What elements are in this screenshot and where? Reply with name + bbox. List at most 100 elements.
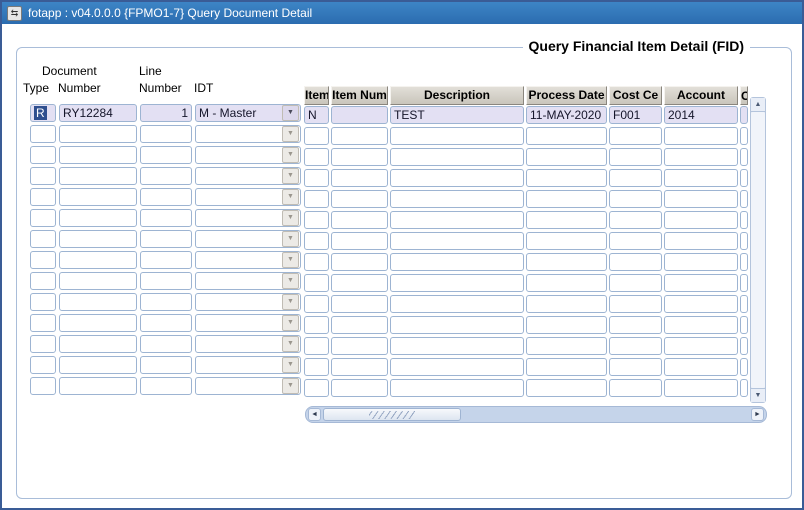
- scroll-down-icon[interactable]: ▼: [751, 388, 765, 402]
- cost-center-field[interactable]: [609, 379, 662, 397]
- horizontal-scrollbar-thumb[interactable]: [323, 408, 461, 421]
- description-field[interactable]: [390, 379, 524, 397]
- line-number-field[interactable]: [140, 209, 192, 227]
- doc-type-field[interactable]: [30, 356, 56, 374]
- chevron-down-icon[interactable]: ▼: [282, 210, 299, 226]
- partial-field[interactable]: [740, 358, 748, 376]
- cost-center-field[interactable]: [609, 148, 662, 166]
- line-number-field[interactable]: [140, 335, 192, 353]
- process-date-field[interactable]: [526, 169, 607, 187]
- idt-combobox[interactable]: ▼: [195, 209, 301, 227]
- partial-field[interactable]: [740, 379, 748, 397]
- chevron-down-icon[interactable]: ▼: [282, 294, 299, 310]
- process-date-field[interactable]: [526, 127, 607, 145]
- cost-center-field[interactable]: [609, 169, 662, 187]
- scroll-left-icon[interactable]: ◄: [308, 408, 321, 421]
- line-number-field[interactable]: [140, 146, 192, 164]
- account-field[interactable]: [664, 274, 738, 292]
- process-date-field[interactable]: [526, 190, 607, 208]
- cost-center-field[interactable]: [609, 190, 662, 208]
- item-field[interactable]: [304, 358, 329, 376]
- doc-type-field[interactable]: [30, 335, 56, 353]
- idt-combobox[interactable]: ▼: [195, 377, 301, 395]
- scroll-up-icon[interactable]: ▲: [751, 98, 765, 112]
- item-field[interactable]: [304, 232, 329, 250]
- horizontal-scrollbar[interactable]: ◄ ►: [305, 406, 767, 423]
- chevron-down-icon[interactable]: ▼: [282, 147, 299, 163]
- partial-field[interactable]: [740, 190, 748, 208]
- vertical-scrollbar[interactable]: ▲ ▼: [750, 97, 766, 403]
- doc-type-field[interactable]: [30, 251, 56, 269]
- cost-center-field[interactable]: [609, 316, 662, 334]
- doc-number-field[interactable]: [59, 356, 137, 374]
- vertical-scrollbar-thumb[interactable]: [751, 112, 765, 388]
- doc-number-field[interactable]: [59, 167, 137, 185]
- description-field[interactable]: [390, 253, 524, 271]
- item-field[interactable]: [304, 127, 329, 145]
- cost-center-field[interactable]: [609, 295, 662, 313]
- line-number-field[interactable]: [140, 272, 192, 290]
- process-date-field[interactable]: 11-MAY-2020: [526, 106, 607, 124]
- chevron-down-icon[interactable]: ▼: [282, 378, 299, 394]
- description-field[interactable]: [390, 358, 524, 376]
- doc-type-field[interactable]: [30, 188, 56, 206]
- chevron-down-icon[interactable]: ▼: [282, 168, 299, 184]
- window-titlebar[interactable]: ⇆ fotapp : v04.0.0.0 {FPMO1-7} Query Doc…: [2, 2, 802, 24]
- line-number-field[interactable]: 1: [140, 104, 192, 122]
- cost-center-field[interactable]: [609, 253, 662, 271]
- description-field[interactable]: [390, 148, 524, 166]
- item-field[interactable]: [304, 316, 329, 334]
- item-field[interactable]: [304, 190, 329, 208]
- process-date-field[interactable]: [526, 253, 607, 271]
- doc-number-field[interactable]: [59, 251, 137, 269]
- chevron-down-icon[interactable]: ▼: [282, 105, 299, 121]
- item-num-field[interactable]: [331, 274, 388, 292]
- doc-type-field[interactable]: [30, 314, 56, 332]
- idt-combobox[interactable]: ▼: [195, 146, 301, 164]
- description-field[interactable]: TEST: [390, 106, 524, 124]
- item-num-field[interactable]: [331, 148, 388, 166]
- item-num-field[interactable]: [331, 295, 388, 313]
- doc-type-field[interactable]: [30, 272, 56, 290]
- idt-combobox[interactable]: ▼: [195, 167, 301, 185]
- doc-type-field[interactable]: [30, 167, 56, 185]
- idt-combobox[interactable]: M - Master ▼: [195, 104, 301, 122]
- doc-number-field[interactable]: [59, 377, 137, 395]
- partial-field[interactable]: [740, 106, 748, 124]
- item-num-field[interactable]: [331, 337, 388, 355]
- item-field[interactable]: [304, 295, 329, 313]
- doc-number-field[interactable]: [59, 209, 137, 227]
- item-num-field[interactable]: [331, 190, 388, 208]
- idt-combobox[interactable]: ▼: [195, 335, 301, 353]
- description-field[interactable]: [390, 232, 524, 250]
- partial-field[interactable]: [740, 211, 748, 229]
- description-field[interactable]: [390, 274, 524, 292]
- account-field[interactable]: [664, 127, 738, 145]
- idt-combobox[interactable]: ▼: [195, 125, 301, 143]
- chevron-down-icon[interactable]: ▼: [282, 189, 299, 205]
- cost-center-field[interactable]: [609, 358, 662, 376]
- item-field[interactable]: [304, 148, 329, 166]
- doc-number-field[interactable]: [59, 188, 137, 206]
- account-field[interactable]: [664, 295, 738, 313]
- doc-number-field[interactable]: [59, 314, 137, 332]
- doc-type-field[interactable]: [30, 377, 56, 395]
- account-field[interactable]: [664, 316, 738, 334]
- chevron-down-icon[interactable]: ▼: [282, 357, 299, 373]
- doc-type-field[interactable]: [30, 146, 56, 164]
- doc-number-field[interactable]: [59, 125, 137, 143]
- line-number-field[interactable]: [140, 230, 192, 248]
- partial-field[interactable]: [740, 337, 748, 355]
- chevron-down-icon[interactable]: ▼: [282, 315, 299, 331]
- description-field[interactable]: [390, 211, 524, 229]
- cost-center-field[interactable]: [609, 337, 662, 355]
- account-field[interactable]: [664, 190, 738, 208]
- doc-type-field[interactable]: [30, 125, 56, 143]
- partial-field[interactable]: [740, 316, 748, 334]
- account-field[interactable]: [664, 148, 738, 166]
- doc-type-field[interactable]: [30, 293, 56, 311]
- line-number-field[interactable]: [140, 356, 192, 374]
- idt-combobox[interactable]: ▼: [195, 272, 301, 290]
- doc-number-field[interactable]: [59, 335, 137, 353]
- idt-combobox[interactable]: ▼: [195, 293, 301, 311]
